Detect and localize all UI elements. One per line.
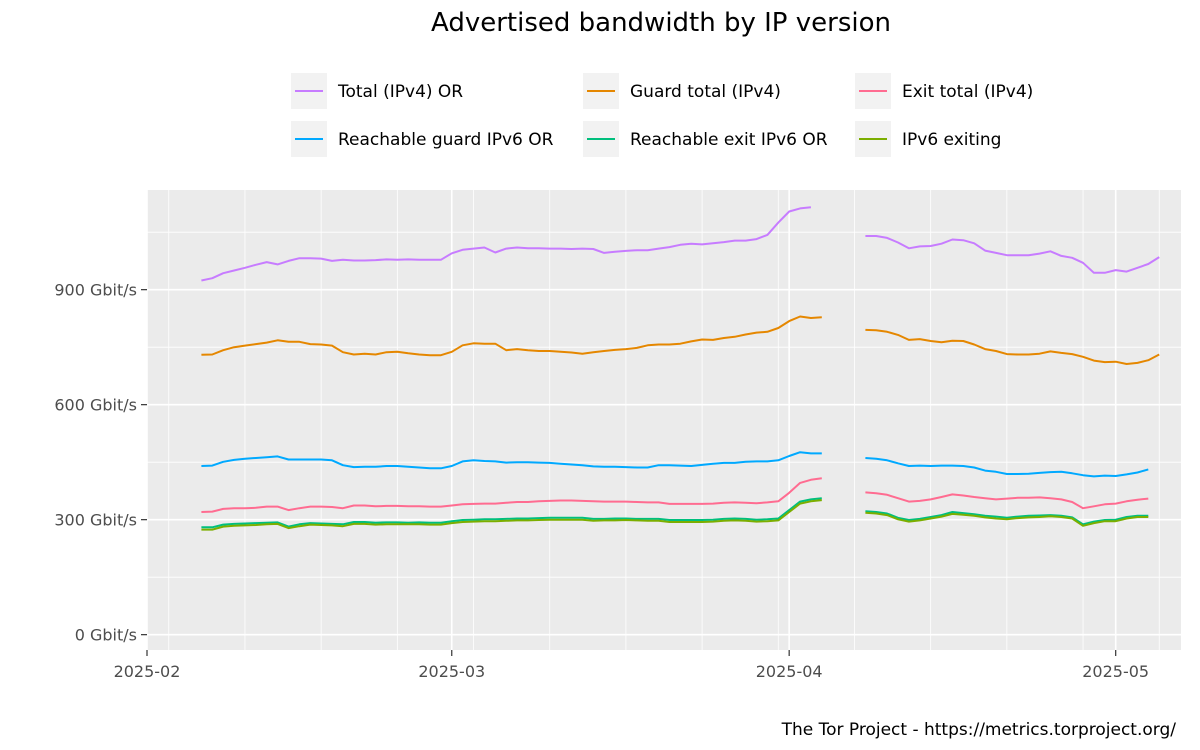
- legend-item: Exit total (IPv4): [855, 73, 1033, 109]
- series-line: [865, 457, 1149, 478]
- legend: Total (IPv4) OR Guard total (IPv4) Exit to…: [291, 73, 1033, 157]
- y-tick-label: 600 Gbit/s: [54, 396, 137, 415]
- x-tick-label: 2025-02: [114, 662, 181, 681]
- legend-item: Reachable exit IPv6 OR: [583, 121, 828, 157]
- legend-label: IPv6 exiting: [902, 130, 1001, 150]
- series-line: [865, 235, 1160, 274]
- series-lines: [201, 206, 1160, 531]
- x-tick-label: 2025-03: [418, 662, 485, 681]
- legend-label: Guard total (IPv4): [630, 82, 781, 102]
- series-line: [201, 497, 822, 529]
- legend-label: Exit total (IPv4): [902, 82, 1033, 102]
- x-tick-label: 2025-05: [1082, 662, 1149, 681]
- legend-item: Reachable guard IPv6 OR: [291, 121, 554, 157]
- series-line: [201, 477, 822, 513]
- series-line: [201, 451, 822, 470]
- legend-label: Total (IPv4) OR: [337, 82, 463, 102]
- x-tick-label: 2025-04: [756, 662, 823, 681]
- y-tick-label: 0 Gbit/s: [75, 626, 137, 645]
- series-line: [865, 511, 1149, 527]
- series-line: [865, 328, 1160, 365]
- legend-item: Guard total (IPv4): [583, 73, 781, 109]
- y-tick-label: 300 Gbit/s: [54, 511, 137, 530]
- chart-title: Advertised bandwidth by IP version: [431, 8, 891, 38]
- y-tick-label: 900 Gbit/s: [54, 281, 137, 300]
- legend-item: Total (IPv4) OR: [291, 73, 463, 109]
- legend-item: IPv6 exiting: [855, 121, 1001, 157]
- legend-label: Reachable exit IPv6 OR: [630, 130, 828, 150]
- series-line: [201, 315, 822, 357]
- chart-caption: The Tor Project - https://metrics.torpro…: [781, 720, 1177, 740]
- series-line: [201, 499, 822, 531]
- y-axis: 0 Gbit/s 300 Gbit/s 600 Gbit/s 900 Gbit/s: [54, 281, 147, 645]
- legend-label: Reachable guard IPv6 OR: [338, 130, 554, 150]
- x-axis: 2025-02 2025-03 2025-04 2025-05: [114, 650, 1149, 681]
- series-line: [865, 491, 1149, 510]
- series-line: [201, 206, 812, 282]
- series-line: [865, 510, 1149, 526]
- plot-panel: [147, 190, 1181, 650]
